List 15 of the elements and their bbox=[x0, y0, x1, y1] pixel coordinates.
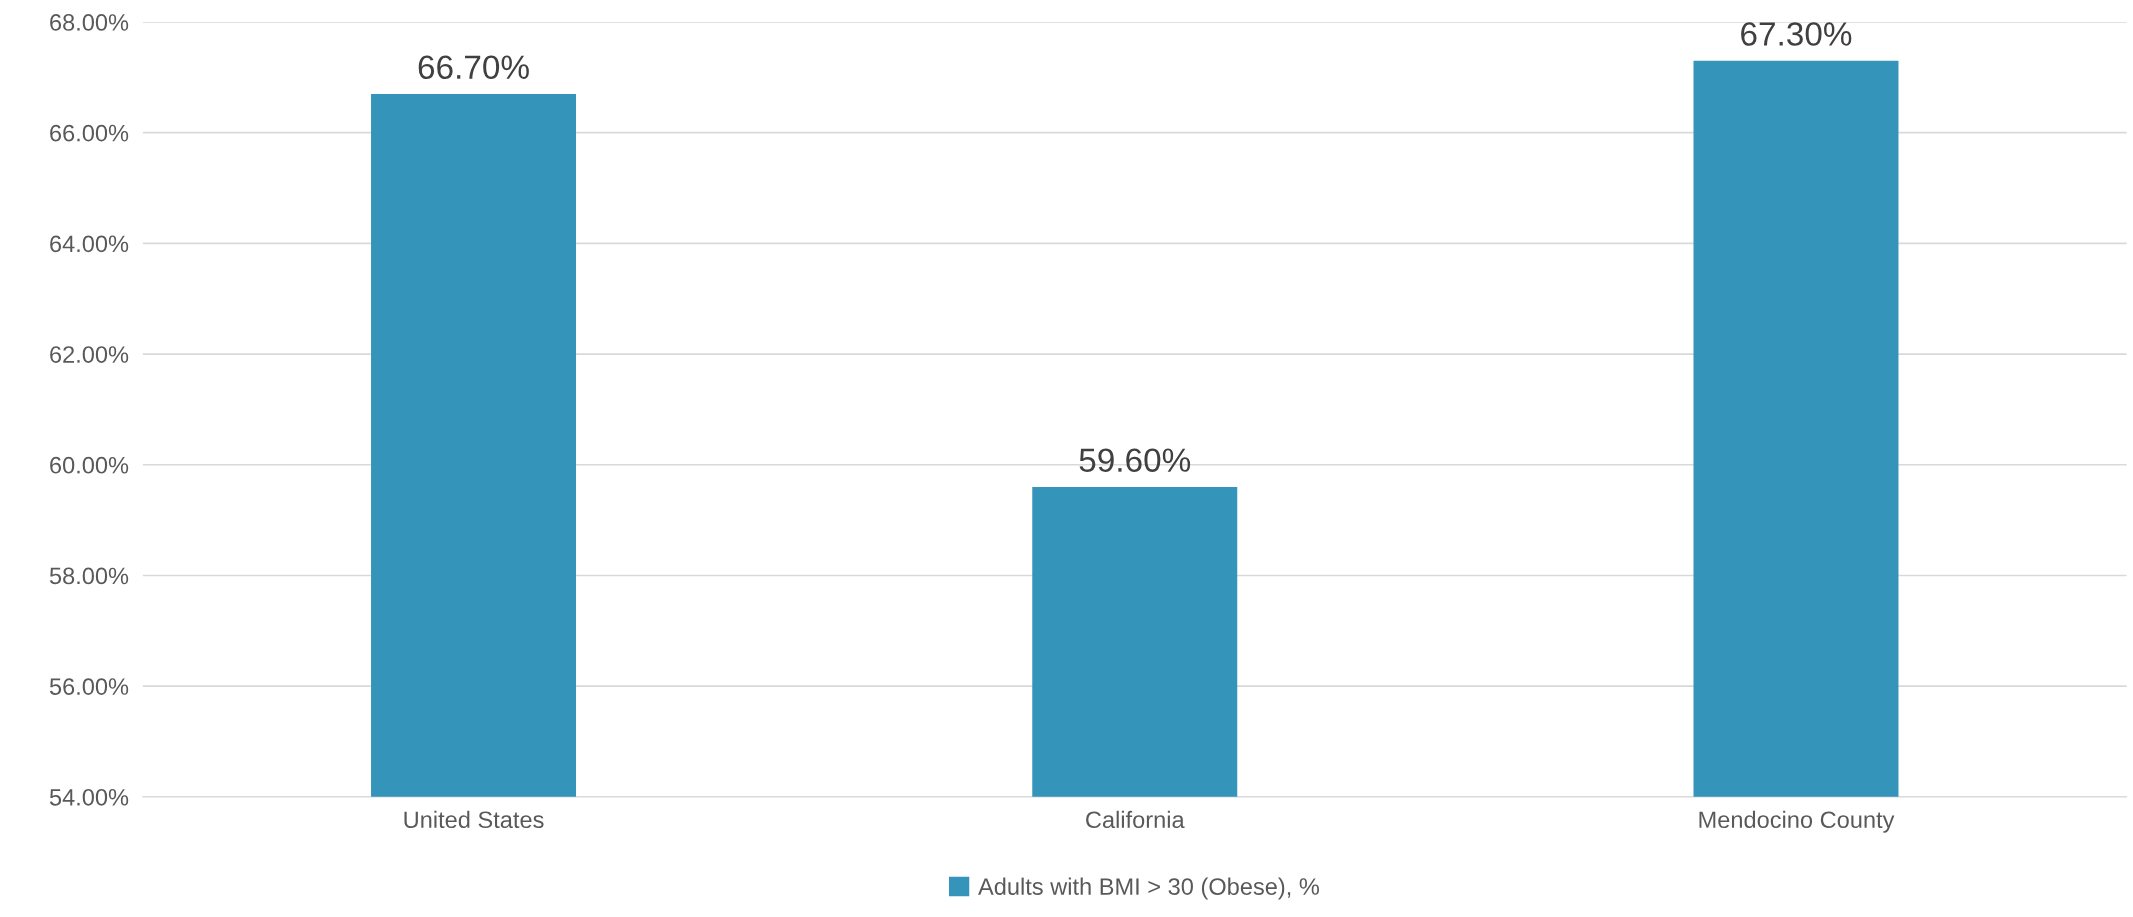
y-tick-label: 60.00% bbox=[50, 456, 129, 474]
y-tick-label: 54.00% bbox=[49, 788, 129, 806]
y-tick-label: 56.00% bbox=[49, 678, 129, 695]
data-label: 67.30% bbox=[1741, 22, 1852, 46]
y-tick-label: 64.00% bbox=[50, 235, 129, 253]
y-tick-label: 68.00% bbox=[50, 14, 129, 31]
data-label: 66.70% bbox=[418, 55, 529, 80]
data-label: 59.60% bbox=[1079, 448, 1191, 473]
x-tick-label: United States bbox=[404, 810, 544, 829]
y-tick-label: 62.00% bbox=[50, 346, 129, 363]
x-tick-label: Mendocino County bbox=[1699, 810, 1895, 833]
x-tick-label: California bbox=[1086, 810, 1185, 829]
legend-label: Adults with BMI > 30 (Obese), % bbox=[978, 877, 1320, 900]
y-tick-label: 58.00% bbox=[49, 567, 129, 585]
y-tick-label: 66.00% bbox=[50, 124, 129, 142]
